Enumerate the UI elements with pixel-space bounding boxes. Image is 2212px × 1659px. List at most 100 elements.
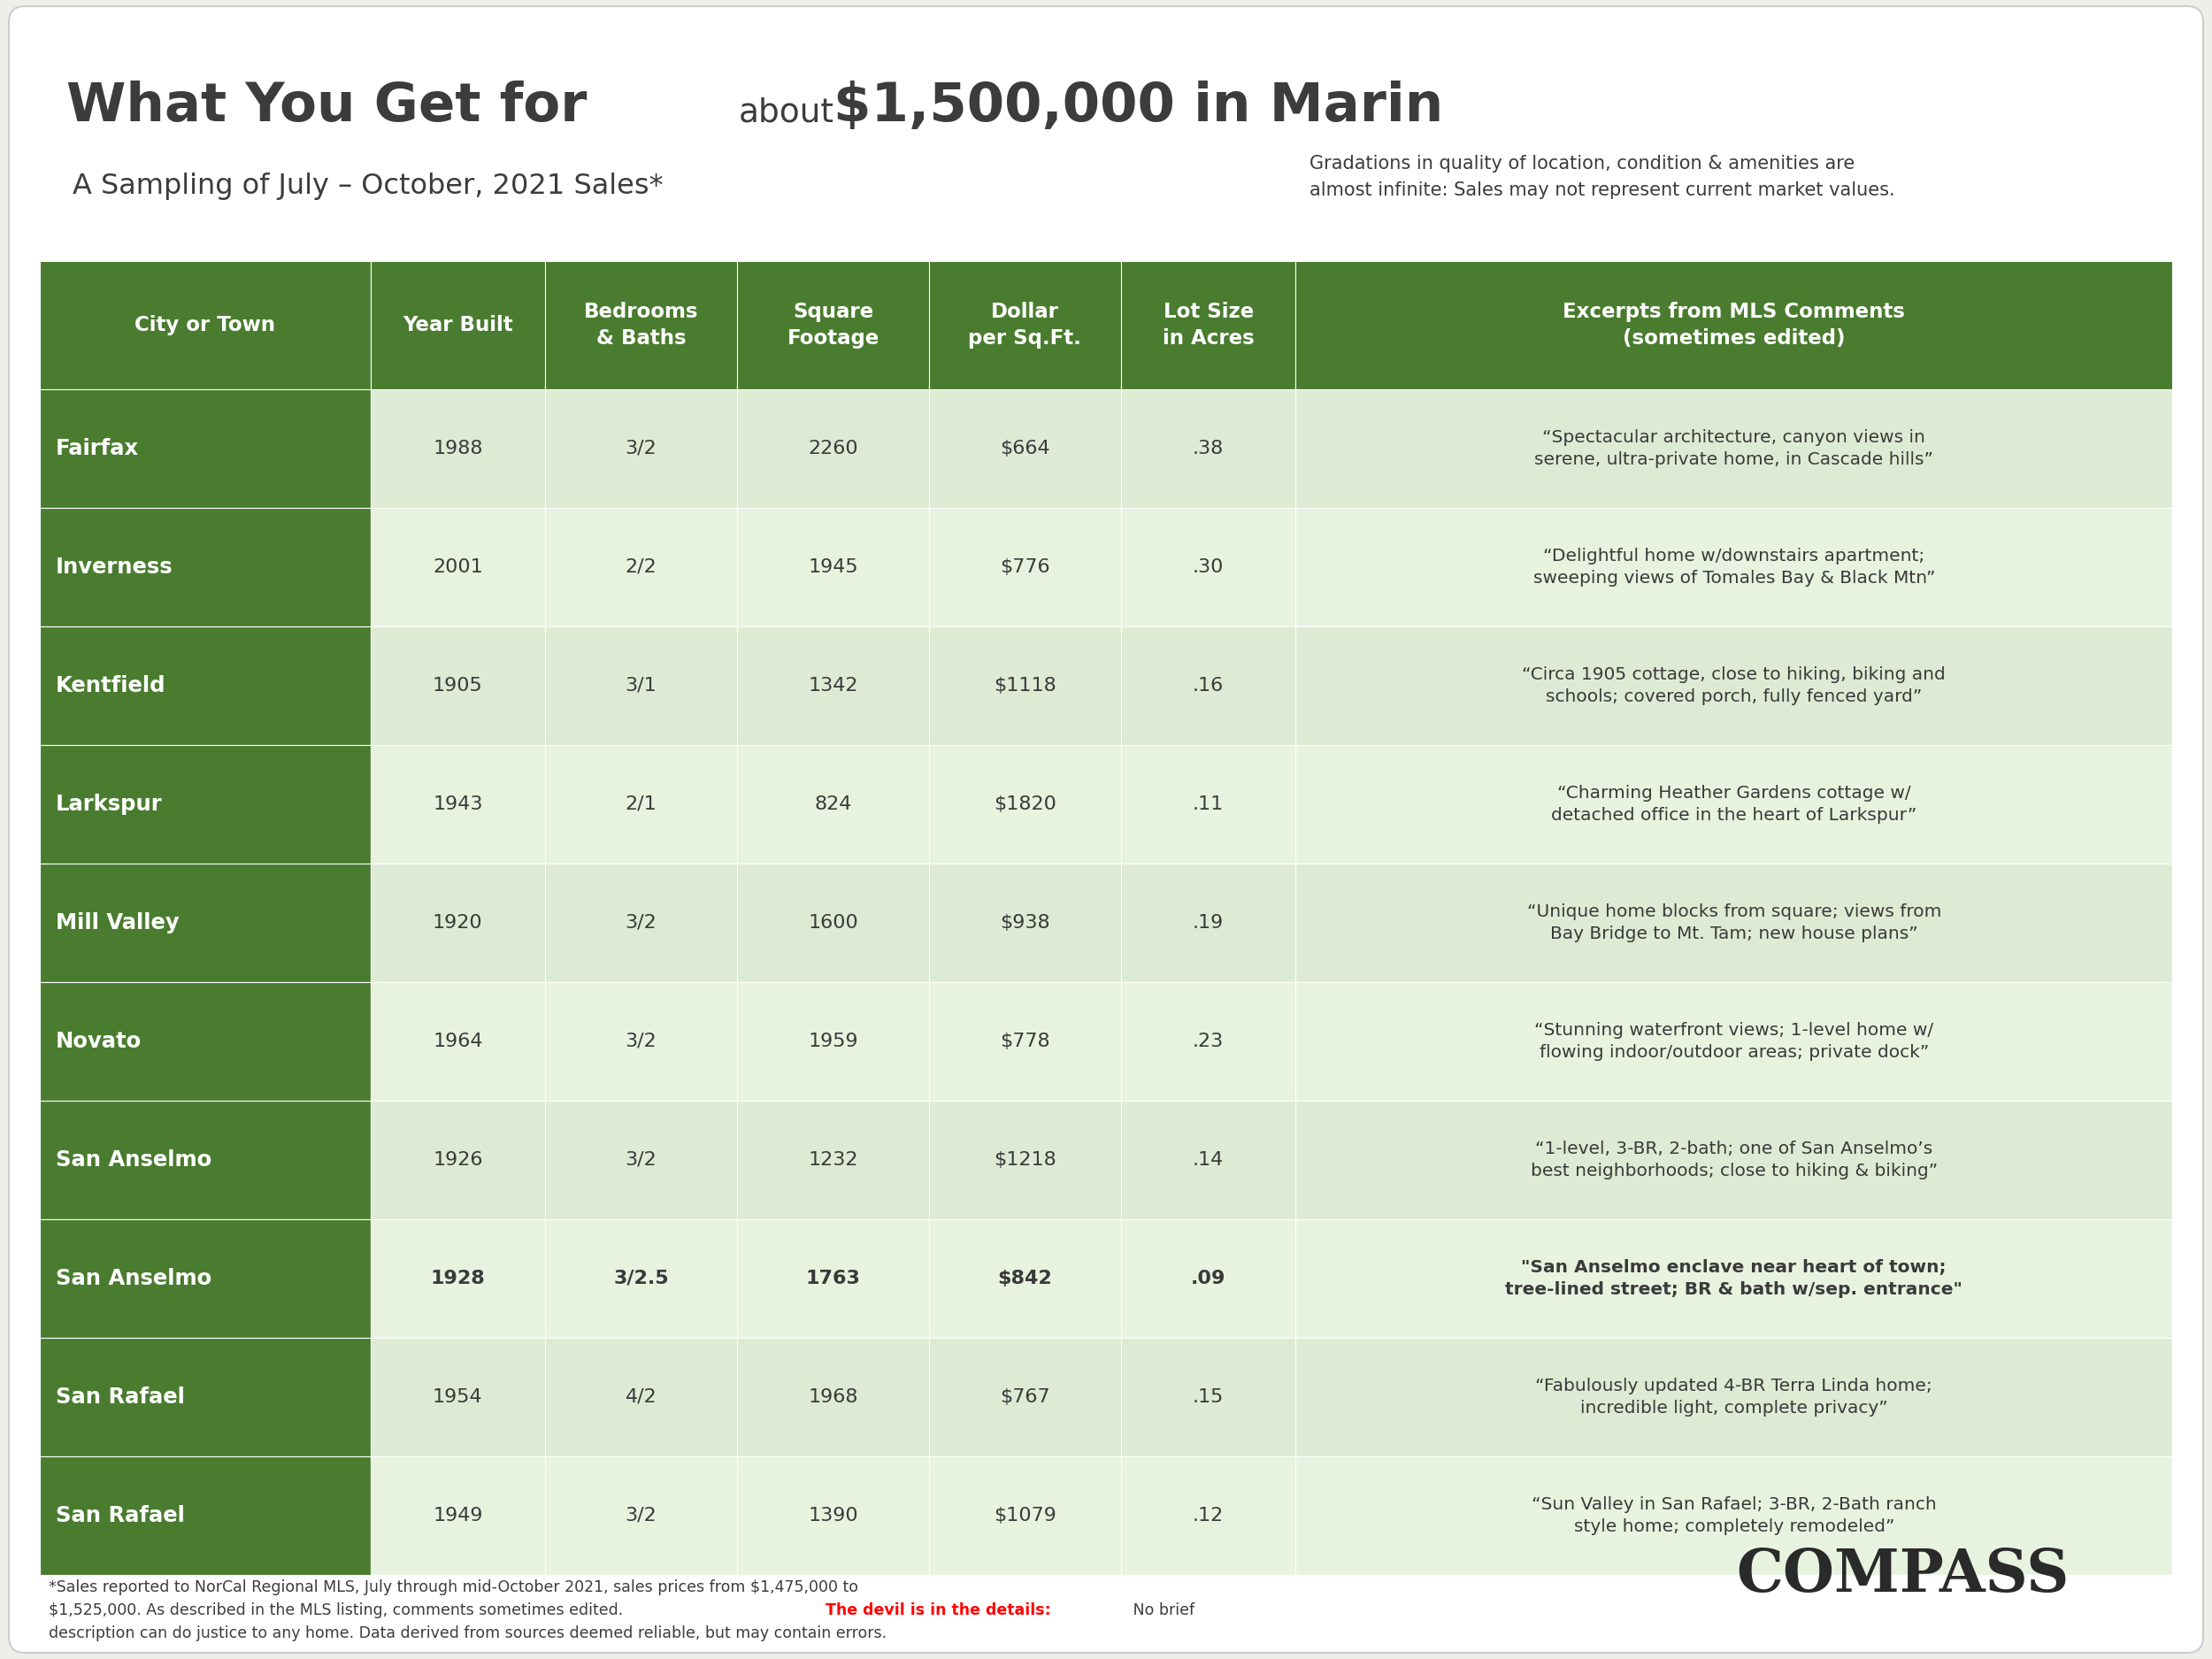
Bar — [1121, 864, 1296, 982]
Bar — [1121, 390, 1296, 508]
Text: Fairfax: Fairfax — [55, 438, 139, 460]
Text: 1905: 1905 — [434, 677, 482, 695]
Bar — [737, 864, 929, 982]
Bar — [40, 745, 369, 864]
Bar — [1121, 1337, 1296, 1457]
Bar — [1296, 745, 2172, 864]
Bar — [1296, 508, 2172, 627]
Bar — [1121, 627, 1296, 745]
Text: Mill Valley: Mill Valley — [55, 912, 179, 934]
Bar — [929, 1337, 1121, 1457]
Bar — [737, 1457, 929, 1574]
Text: “Delightful home w/downstairs apartment;
sweeping views of Tomales Bay & Black M: “Delightful home w/downstairs apartment;… — [1533, 547, 1936, 586]
Bar — [40, 1457, 369, 1574]
Bar — [369, 1337, 544, 1457]
Text: 824: 824 — [814, 795, 852, 813]
Bar — [1121, 1219, 1296, 1337]
Text: What You Get for: What You Get for — [66, 80, 586, 133]
Text: 1342: 1342 — [807, 677, 858, 695]
Text: $778: $778 — [1000, 1032, 1051, 1050]
Text: $842: $842 — [998, 1269, 1053, 1287]
Bar — [544, 627, 737, 745]
Bar — [40, 1100, 369, 1219]
Text: 3/2: 3/2 — [626, 1032, 657, 1050]
Text: 1968: 1968 — [807, 1389, 858, 1405]
Text: description can do justice to any home. Data derived from sources deemed reliabl: description can do justice to any home. … — [49, 1626, 887, 1641]
Bar — [929, 1457, 1121, 1574]
Text: 1920: 1920 — [434, 914, 482, 932]
Bar — [737, 1100, 929, 1219]
Bar — [929, 508, 1121, 627]
Bar — [40, 1337, 369, 1457]
Text: 1959: 1959 — [807, 1032, 858, 1050]
Text: .30: .30 — [1192, 559, 1223, 576]
Bar — [40, 390, 369, 508]
Bar — [1296, 1337, 2172, 1457]
Bar — [737, 1219, 929, 1337]
Bar — [544, 982, 737, 1100]
Bar — [544, 1100, 737, 1219]
Text: 2001: 2001 — [434, 559, 482, 576]
Text: COMPASS: COMPASS — [1736, 1546, 2068, 1604]
Bar — [1121, 260, 1296, 390]
Text: $938: $938 — [1000, 914, 1051, 932]
Bar — [40, 1219, 369, 1337]
Text: Year Built: Year Built — [403, 315, 513, 335]
Bar — [544, 390, 737, 508]
Text: “Stunning waterfront views; 1-level home w/
flowing indoor/outdoor areas; privat: “Stunning waterfront views; 1-level home… — [1535, 1022, 1933, 1060]
Text: $1820: $1820 — [993, 795, 1057, 813]
Text: 3/2: 3/2 — [626, 914, 657, 932]
Bar — [737, 508, 929, 627]
Text: 2/2: 2/2 — [626, 559, 657, 576]
Bar — [1296, 1100, 2172, 1219]
Text: Kentfield: Kentfield — [55, 675, 166, 697]
Text: $1218: $1218 — [993, 1151, 1057, 1170]
Bar — [929, 745, 1121, 864]
FancyBboxPatch shape — [9, 7, 2203, 1652]
Text: 3/1: 3/1 — [626, 677, 657, 695]
Bar — [544, 1457, 737, 1574]
Text: *Sales reported to NorCal Regional MLS, July through mid-October 2021, sales pri: *Sales reported to NorCal Regional MLS, … — [49, 1579, 858, 1596]
Bar — [737, 627, 929, 745]
Text: about: about — [739, 98, 834, 129]
Bar — [929, 390, 1121, 508]
Text: .09: .09 — [1190, 1269, 1225, 1287]
Bar — [737, 745, 929, 864]
Text: 1988: 1988 — [434, 440, 482, 458]
Text: .11: .11 — [1192, 795, 1223, 813]
Bar — [929, 260, 1121, 390]
Bar — [1296, 627, 2172, 745]
Text: Lot Size
in Acres: Lot Size in Acres — [1164, 302, 1254, 348]
Bar — [1296, 390, 2172, 508]
Bar — [40, 260, 369, 390]
Bar — [929, 627, 1121, 745]
Bar — [369, 390, 544, 508]
Bar — [369, 1457, 544, 1574]
Text: 1949: 1949 — [434, 1506, 482, 1525]
Text: 2/1: 2/1 — [626, 795, 657, 813]
Bar — [369, 864, 544, 982]
Bar — [1121, 508, 1296, 627]
Text: Gradations in quality of location, condition & amenities are
almost infinite: Sa: Gradations in quality of location, condi… — [1310, 154, 1896, 199]
Text: 1928: 1928 — [431, 1269, 484, 1287]
Text: A Sampling of July – October, 2021 Sales*: A Sampling of July – October, 2021 Sales… — [73, 173, 664, 199]
Text: .19: .19 — [1192, 914, 1223, 932]
Text: 3/2.5: 3/2.5 — [613, 1269, 668, 1287]
Text: 1964: 1964 — [434, 1032, 482, 1050]
Text: 1600: 1600 — [807, 914, 858, 932]
Bar — [369, 627, 544, 745]
Bar — [1296, 982, 2172, 1100]
Text: Excerpts from MLS Comments
(sometimes edited): Excerpts from MLS Comments (sometimes ed… — [1564, 302, 1905, 348]
Text: .23: .23 — [1192, 1032, 1223, 1050]
Text: “Sun Valley in San Rafael; 3-BR, 2-Bath ranch
style home; completely remodeled”: “Sun Valley in San Rafael; 3-BR, 2-Bath … — [1531, 1496, 1936, 1535]
Bar — [929, 1100, 1121, 1219]
Text: .16: .16 — [1192, 677, 1223, 695]
Bar — [1121, 1457, 1296, 1574]
Bar — [369, 1100, 544, 1219]
Text: “Charming Heather Gardens cottage w/
detached office in the heart of Larkspur”: “Charming Heather Gardens cottage w/ det… — [1551, 785, 1918, 823]
Text: “Spectacular architecture, canyon views in
serene, ultra-private home, in Cascad: “Spectacular architecture, canyon views … — [1535, 430, 1933, 468]
Text: Bedrooms
& Baths: Bedrooms & Baths — [584, 302, 699, 348]
Text: 1390: 1390 — [807, 1506, 858, 1525]
Bar — [40, 982, 369, 1100]
Bar — [737, 260, 929, 390]
